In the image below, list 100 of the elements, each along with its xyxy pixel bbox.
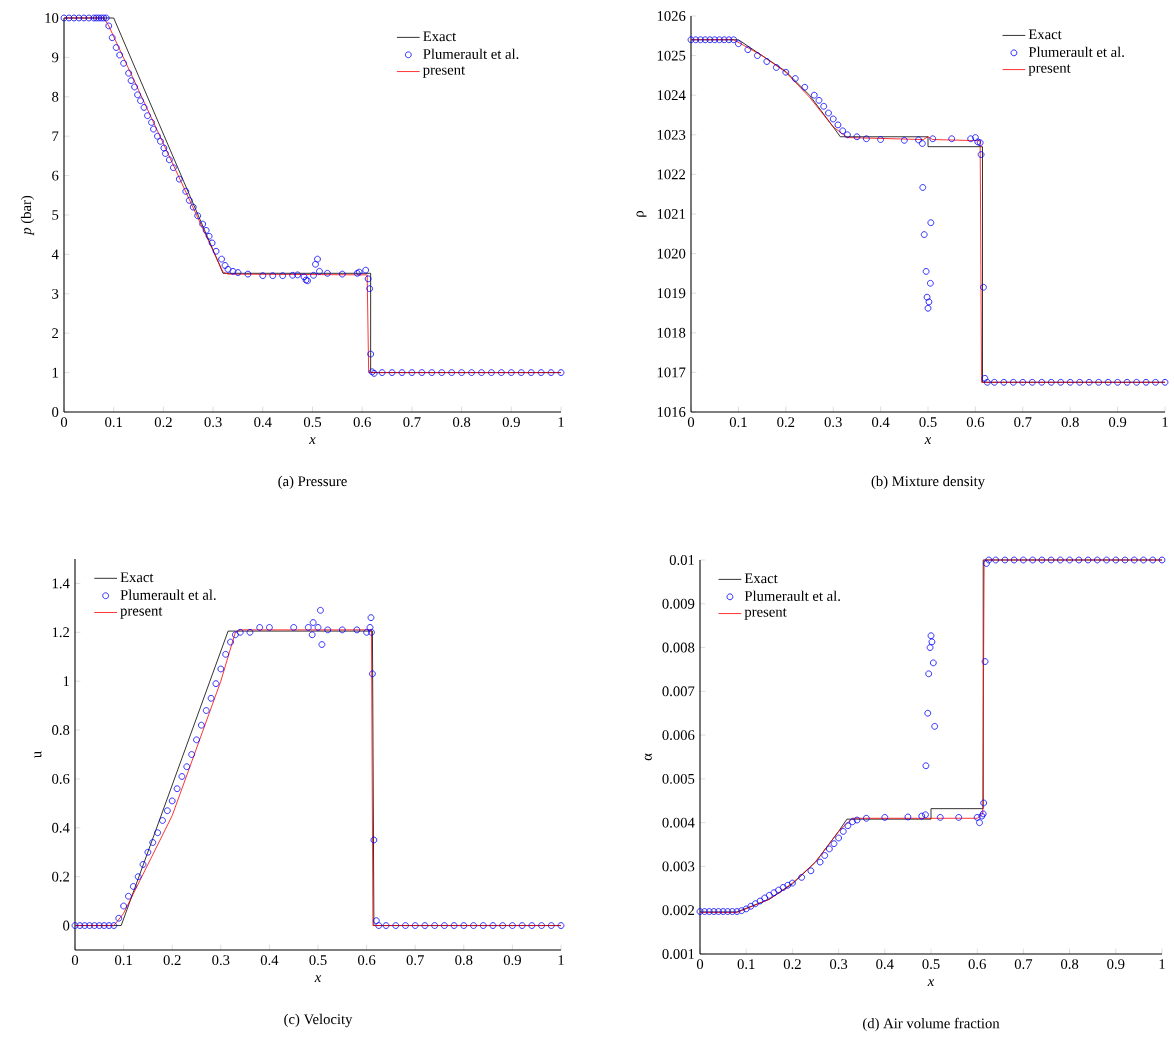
x-tick-label: 0.8 <box>453 417 471 428</box>
x-tick-label: 0.7 <box>403 417 421 428</box>
x-tick-label: 0.1 <box>737 959 755 970</box>
legend-label: Plumerault et al. <box>423 48 519 59</box>
x-tick-label: 0.2 <box>163 955 181 966</box>
y-tick-label: 0.01 <box>669 555 694 565</box>
legend-label: Exact <box>1028 29 1062 40</box>
y-tick-label: 10 <box>45 13 59 23</box>
y-tick-label: 0 <box>63 920 70 931</box>
x-tick-label: 0.2 <box>777 417 795 428</box>
y-tick-label: 1 <box>52 367 58 378</box>
legend-label: Plumerault et al. <box>120 589 216 600</box>
x-tick-label: 0.7 <box>406 955 424 966</box>
legend-label: present <box>422 66 466 78</box>
legend-label: Exact <box>744 573 778 584</box>
y-tick-label: 0.4 <box>52 822 70 833</box>
y-tick-label: 0.003 <box>662 861 695 872</box>
x-tick-label: 0.8 <box>1061 417 1079 428</box>
y-tick-label: 1 <box>63 676 69 687</box>
y-tick-label: 0.005 <box>662 773 695 784</box>
x-tick-label: 0.3 <box>830 959 848 970</box>
x-axis-title: x <box>309 437 316 444</box>
text: (a) Pressure <box>278 475 347 490</box>
y-tick-label: 1022 <box>657 169 686 180</box>
x-tick-label: 1 <box>1159 959 1165 969</box>
y-tick-label: 8 <box>52 91 59 102</box>
y-tick-label: 0.006 <box>662 730 695 741</box>
x-axis-title: x <box>924 437 932 444</box>
legend-label: present <box>120 607 163 619</box>
y-tick-label: 1.2 <box>52 627 70 638</box>
x-tick-label: 0 <box>71 955 79 966</box>
x-axis-title: x <box>927 979 935 986</box>
legend-label: Plumerault et al. <box>744 590 840 601</box>
legend-label: Plumerault et al. <box>1028 46 1124 58</box>
legend-label: present <box>744 608 787 620</box>
y-tick-label: 0.008 <box>662 642 695 653</box>
text: (d) Air volume fraction <box>863 1017 1000 1032</box>
x-tick-label: 0.8 <box>455 955 473 966</box>
x-tick-label: 0.2 <box>154 417 172 428</box>
y-tick-label: 1024 <box>657 90 686 101</box>
y-tick-label: 1026 <box>657 11 686 21</box>
y-axis-title: ρ <box>636 210 647 217</box>
x-tick-label: 0.1 <box>115 955 132 966</box>
x-tick-label: 0.8 <box>1061 959 1079 970</box>
y-tick-label: 1023 <box>657 129 686 140</box>
y-tick-label: 0.001 <box>662 949 694 959</box>
x-tick-label: 0.7 <box>1014 959 1033 970</box>
x-tick-label: 0.7 <box>1014 417 1032 428</box>
x-tick-label: 0.1 <box>105 417 122 428</box>
x-tick-label: 0.4 <box>876 959 894 970</box>
text: (b) Mixture density <box>871 475 985 490</box>
legend-label: Exact <box>120 572 154 583</box>
y-tick-label: 1016 <box>657 407 686 417</box>
y-tick-label: 6 <box>52 170 59 181</box>
y-axis-title: α <box>644 753 652 761</box>
y-axis-title: u <box>34 751 42 758</box>
x-axis-title: x <box>314 975 322 982</box>
y-tick-label: 2 <box>52 328 59 339</box>
x-tick-label: 0.4 <box>872 417 890 428</box>
x-tick-label: 1 <box>558 417 564 427</box>
legend-label: Exact <box>423 31 457 42</box>
x-tick-label: 0.6 <box>966 417 985 428</box>
x-tick-label: 0.5 <box>303 417 322 428</box>
x-tick-label: 0.5 <box>309 955 327 966</box>
x-tick-label: 0.3 <box>204 417 222 428</box>
y-tick-label: 9 <box>52 52 59 63</box>
y-tick-label: 3 <box>52 288 59 299</box>
x-tick-label: 0.1 <box>729 417 747 428</box>
y-tick-label: 1018 <box>657 327 686 338</box>
x-tick-label: 0.3 <box>212 955 230 966</box>
x-tick-label: 0.9 <box>502 417 520 428</box>
x-tick-label: 0.6 <box>353 417 371 428</box>
x-tick-label: 1 <box>1162 417 1168 427</box>
y-tick-label: 0.009 <box>662 598 695 609</box>
y-tick-label: 1017 <box>657 367 686 378</box>
x-tick-label: 0.6 <box>358 955 376 966</box>
x-tick-label: 0.4 <box>254 417 272 428</box>
x-tick-label: 0.2 <box>783 959 801 970</box>
x-tick-label: 0.9 <box>1107 959 1125 970</box>
x-tick-label: 0.4 <box>260 955 279 966</box>
legend-label: present <box>1028 64 1071 76</box>
y-tick-label: 5 <box>52 210 59 220</box>
x-tick-label: 0.6 <box>968 959 986 970</box>
x-tick-label: 0 <box>696 959 704 970</box>
y-tick-label: 1025 <box>657 50 686 61</box>
x-tick-label: 0.5 <box>922 959 940 970</box>
x-tick-label: 0.9 <box>1109 417 1127 428</box>
y-tick-label: 0.2 <box>52 871 70 882</box>
y-tick-label: 7 <box>52 131 59 141</box>
x-tick-label: 0.9 <box>503 955 521 966</box>
y-tick-label: 0.007 <box>662 686 695 697</box>
y-tick-label: 0.004 <box>662 817 695 828</box>
y-tick-label: 0.8 <box>52 725 70 736</box>
x-tick-label: 0.5 <box>919 417 937 428</box>
y-tick-label: 0.002 <box>662 905 695 916</box>
y-tick-label: 4 <box>51 249 59 260</box>
y-tick-label: 1019 <box>657 288 686 299</box>
text: (c) Velocity <box>284 1013 353 1028</box>
x-tick-label: 1 <box>558 955 564 965</box>
x-tick-label: 0.3 <box>824 417 842 428</box>
